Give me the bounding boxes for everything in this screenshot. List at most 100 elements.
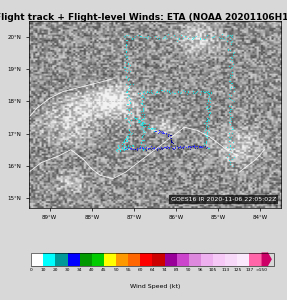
Bar: [92, 253, 104, 266]
Point: [139, 134, 144, 138]
Point: [125, 134, 129, 139]
Point: [142, 124, 147, 128]
Point: [122, 148, 127, 152]
Point: [230, 35, 234, 40]
Point: [168, 136, 173, 140]
Point: [205, 106, 210, 111]
Point: [197, 37, 202, 42]
Point: [151, 127, 156, 132]
Point: [204, 88, 208, 93]
Point: [149, 89, 153, 94]
Point: [126, 78, 130, 83]
Point: [140, 111, 145, 116]
Point: [227, 106, 232, 111]
Point: [166, 132, 170, 137]
Point: [138, 144, 143, 148]
Point: [127, 127, 131, 132]
Point: [146, 124, 150, 128]
Point: [184, 144, 189, 149]
Point: [134, 116, 139, 120]
Point: [124, 74, 128, 78]
Point: [128, 97, 132, 101]
Point: [202, 143, 206, 148]
Point: [201, 88, 205, 93]
Point: [147, 126, 152, 130]
Point: [137, 146, 142, 150]
Point: [125, 94, 129, 99]
Point: [117, 148, 122, 153]
Point: [140, 120, 145, 125]
Point: [131, 115, 136, 120]
Point: [128, 146, 133, 151]
Point: [231, 154, 236, 159]
Point: [227, 63, 232, 68]
Point: [141, 146, 146, 151]
Point: [196, 144, 201, 149]
Point: [195, 143, 199, 148]
Point: [142, 121, 146, 125]
Point: [128, 129, 133, 134]
Point: [126, 94, 131, 99]
Point: [123, 146, 128, 151]
Point: [130, 143, 134, 148]
Point: [202, 36, 207, 41]
Point: [115, 148, 119, 153]
Point: [166, 136, 171, 141]
Point: [198, 144, 203, 149]
Point: [232, 85, 236, 89]
Point: [123, 52, 127, 57]
Point: [208, 110, 212, 115]
Point: [226, 103, 231, 108]
Point: [128, 143, 133, 148]
Point: [179, 146, 183, 151]
Point: [125, 135, 130, 140]
Bar: [116, 253, 128, 266]
Point: [122, 142, 127, 147]
Point: [141, 89, 145, 94]
Point: [169, 34, 174, 39]
Point: [185, 36, 190, 40]
Point: [120, 146, 125, 151]
Point: [197, 143, 202, 148]
Point: [123, 116, 128, 121]
Point: [141, 128, 146, 132]
Point: [127, 128, 131, 133]
Point: [137, 120, 141, 124]
Point: [186, 90, 191, 95]
Point: [140, 117, 145, 122]
Point: [127, 146, 131, 151]
Point: [150, 125, 155, 130]
Point: [169, 143, 174, 148]
Point: [125, 87, 130, 92]
Point: [211, 34, 216, 39]
Point: [227, 92, 232, 96]
Point: [227, 87, 232, 92]
Point: [208, 90, 213, 95]
Point: [143, 142, 148, 147]
Point: [206, 109, 210, 114]
Point: [128, 100, 133, 105]
Point: [144, 36, 149, 40]
Point: [207, 91, 212, 96]
Point: [204, 134, 208, 139]
Point: [201, 144, 205, 148]
Point: [194, 90, 198, 95]
Point: [134, 146, 139, 151]
Point: [129, 117, 134, 122]
Point: [157, 128, 161, 132]
Point: [162, 145, 167, 150]
Point: [161, 130, 166, 135]
Point: [123, 139, 128, 144]
Point: [125, 101, 129, 106]
Point: [141, 117, 145, 122]
Point: [169, 144, 173, 149]
Point: [124, 136, 129, 141]
Point: [166, 90, 171, 94]
Point: [195, 143, 200, 148]
Point: [174, 38, 179, 43]
Point: [158, 88, 163, 93]
Point: [126, 144, 131, 148]
Bar: [201, 253, 213, 266]
Point: [229, 42, 233, 46]
Point: [228, 72, 233, 77]
